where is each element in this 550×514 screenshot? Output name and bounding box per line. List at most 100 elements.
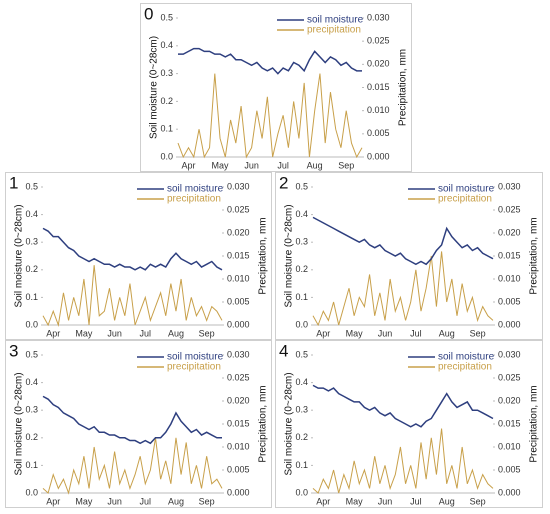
y-tick-label: 0.2 <box>295 432 308 442</box>
y2-axis-title: Precipitation, mm <box>398 49 409 126</box>
y2-tick-label: 0.000 <box>227 319 250 329</box>
panel-frame <box>275 340 543 508</box>
y2-tick-label: 0.015 <box>498 250 521 260</box>
y-tick-label: 0.0 <box>295 319 308 329</box>
x-tick-label: Jun <box>107 328 122 338</box>
y2-tick-label: 0.000 <box>498 319 521 329</box>
legend-label: soil moisture <box>438 352 495 363</box>
panel-label: 1 <box>9 173 18 192</box>
y2-tick-label: 0.025 <box>498 372 521 382</box>
y2-tick-label: 0.020 <box>498 395 521 405</box>
x-tick-label: Apr <box>316 328 330 338</box>
y-tick-label: 0.4 <box>295 209 308 219</box>
y2-tick-label: 0.020 <box>498 227 521 237</box>
x-tick-label: May <box>75 496 93 506</box>
x-tick-label: Aug <box>439 328 455 338</box>
y2-axis-title: Precipitation, mm <box>529 217 540 294</box>
y-axis-title: Soil moisture (0~28cm) <box>14 372 25 475</box>
y2-tick-label: 0.010 <box>227 273 250 283</box>
y2-tick-label: 0.005 <box>227 296 250 306</box>
y2-tick-label: 0.010 <box>498 273 521 283</box>
x-tick-label: Jun <box>378 496 393 506</box>
y2-tick-label: 0.005 <box>227 464 250 474</box>
y2-tick-label: 0.015 <box>227 250 250 260</box>
y2-tick-label: 0.030 <box>227 349 250 359</box>
y2-tick-label: 0.000 <box>367 151 390 161</box>
y-axis-title: Soil moisture (0~28cm) <box>284 204 295 307</box>
y-tick-label: 0.2 <box>295 264 308 274</box>
y2-tick-label: 0.005 <box>498 296 521 306</box>
x-tick-label: Apr <box>46 496 60 506</box>
x-tick-label: Aug <box>168 328 184 338</box>
y2-tick-label: 0.030 <box>498 349 521 359</box>
x-tick-label: Aug <box>307 160 323 170</box>
y2-tick-label: 0.005 <box>498 464 521 474</box>
x-tick-label: Jul <box>140 328 152 338</box>
y-tick-label: 0.3 <box>160 68 173 78</box>
panel-frame <box>140 3 412 172</box>
x-tick-label: Jul <box>410 328 422 338</box>
legend-label: soil moisture <box>167 184 224 195</box>
series-line <box>42 395 222 445</box>
x-tick-label: Apr <box>316 496 330 506</box>
y2-tick-label: 0.020 <box>227 395 250 405</box>
legend-label: soil moisture <box>438 184 495 195</box>
x-tick-label: Jul <box>277 160 289 170</box>
y2-tick-label: 0.010 <box>498 441 521 451</box>
y2-axis-title: Precipitation, mm <box>258 385 269 462</box>
x-tick-label: Sep <box>199 496 215 506</box>
x-tick-label: May <box>75 328 93 338</box>
y-tick-label: 0.1 <box>295 460 308 470</box>
y2-tick-label: 0.025 <box>498 204 521 214</box>
legend-label: precipitation <box>438 194 492 205</box>
y-axis-title: Soil moisture (0~28cm) <box>14 204 25 307</box>
y-tick-label: 0.4 <box>25 377 38 387</box>
y2-tick-label: 0.025 <box>227 372 250 382</box>
panel-label: 2 <box>279 173 288 192</box>
x-tick-label: Jun <box>244 160 259 170</box>
legend-label: soil moisture <box>167 352 224 363</box>
y-tick-label: 0.1 <box>25 460 38 470</box>
x-tick-label: Sep <box>470 496 486 506</box>
x-tick-label: Sep <box>338 160 354 170</box>
y-tick-label: 0.3 <box>25 405 38 415</box>
x-tick-label: Jul <box>410 496 422 506</box>
series-line <box>178 47 362 75</box>
y-tick-label: 0.0 <box>25 319 38 329</box>
panel-label: 0 <box>144 4 153 23</box>
y-tick-label: 0.2 <box>25 264 38 274</box>
x-tick-label: Sep <box>199 328 215 338</box>
y-tick-label: 0.0 <box>295 487 308 497</box>
y-axis-title: Soil moisture (0~28cm) <box>149 36 160 139</box>
y-tick-label: 0.5 <box>25 349 38 359</box>
y2-tick-label: 0.025 <box>367 36 390 46</box>
y-tick-label: 0.1 <box>295 292 308 302</box>
legend-label: soil moisture <box>307 15 364 26</box>
y-tick-label: 0.4 <box>160 40 173 50</box>
x-tick-label: Aug <box>168 496 184 506</box>
y2-tick-label: 0.015 <box>367 82 390 92</box>
panel-frame <box>5 172 272 340</box>
y-tick-label: 0.1 <box>25 292 38 302</box>
y2-tick-label: 0.010 <box>227 441 250 451</box>
series-line <box>42 227 223 271</box>
y-tick-label: 0.0 <box>160 151 173 161</box>
y2-tick-label: 0.000 <box>227 487 250 497</box>
x-tick-label: Jun <box>107 496 122 506</box>
series-line <box>312 384 494 428</box>
panel-label: 3 <box>9 341 18 360</box>
y-tick-label: 0.4 <box>295 377 308 387</box>
x-tick-label: Sep <box>470 328 486 338</box>
legend-label: precipitation <box>438 362 492 373</box>
x-tick-label: Apr <box>182 160 196 170</box>
y2-axis-title: Precipitation, mm <box>258 217 269 294</box>
y2-tick-label: 0.030 <box>227 181 250 191</box>
series-line <box>177 73 363 159</box>
x-tick-label: Apr <box>46 328 60 338</box>
series-line <box>312 216 494 266</box>
y-tick-label: 0.3 <box>25 237 38 247</box>
y2-tick-label: 0.015 <box>227 418 250 428</box>
x-tick-label: May <box>212 160 230 170</box>
legend-label: precipitation <box>307 25 361 36</box>
